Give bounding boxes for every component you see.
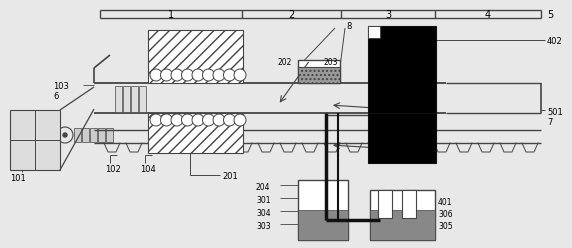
Bar: [123, 86, 130, 112]
Text: 101: 101: [10, 174, 26, 183]
Bar: [74, 128, 81, 142]
Circle shape: [202, 69, 214, 81]
Text: 304: 304: [256, 209, 271, 218]
Bar: [370, 190, 435, 240]
Text: 204: 204: [256, 183, 271, 192]
Bar: [90, 128, 97, 142]
Circle shape: [161, 69, 173, 81]
Text: 202: 202: [277, 58, 292, 67]
Circle shape: [171, 69, 183, 81]
Text: 3: 3: [385, 10, 391, 20]
Bar: [139, 86, 146, 112]
Bar: [10, 110, 60, 170]
Circle shape: [181, 69, 193, 81]
Text: 8: 8: [346, 22, 351, 31]
Circle shape: [234, 69, 246, 81]
Text: 7: 7: [547, 118, 553, 127]
Bar: [106, 128, 113, 142]
Circle shape: [213, 114, 225, 126]
Bar: [298, 210, 348, 240]
Circle shape: [181, 114, 193, 126]
Text: 303: 303: [256, 222, 271, 231]
Text: 1: 1: [168, 10, 174, 20]
Bar: [370, 210, 435, 240]
Text: 305: 305: [438, 222, 452, 231]
Circle shape: [213, 69, 225, 81]
Bar: [368, 26, 436, 113]
Text: 5: 5: [547, 10, 554, 20]
Text: 501: 501: [547, 108, 563, 117]
Circle shape: [171, 114, 183, 126]
Text: 302: 302: [382, 145, 398, 154]
Bar: [148, 30, 243, 83]
Text: 6: 6: [53, 92, 58, 101]
Bar: [368, 113, 436, 163]
Text: 102: 102: [105, 165, 121, 174]
Bar: [98, 128, 105, 142]
Text: 104: 104: [140, 165, 156, 174]
Circle shape: [234, 114, 246, 126]
Circle shape: [161, 114, 173, 126]
Text: 301: 301: [256, 196, 271, 205]
Bar: [378, 190, 392, 218]
Bar: [298, 60, 340, 83]
Circle shape: [224, 69, 236, 81]
Text: 2: 2: [288, 10, 295, 20]
Text: 402: 402: [547, 37, 563, 46]
Text: 4: 4: [485, 10, 491, 20]
Bar: [148, 113, 243, 153]
Circle shape: [150, 69, 162, 81]
Bar: [298, 67, 340, 83]
Text: 201: 201: [222, 172, 238, 181]
Circle shape: [202, 114, 214, 126]
Text: 401: 401: [438, 198, 452, 207]
Circle shape: [192, 69, 204, 81]
Text: 306: 306: [438, 210, 452, 219]
Bar: [298, 180, 348, 240]
Circle shape: [63, 133, 67, 137]
Bar: [82, 128, 89, 142]
Bar: [115, 86, 122, 112]
Bar: [402, 190, 416, 218]
Text: 203: 203: [324, 58, 339, 67]
Circle shape: [192, 114, 204, 126]
Circle shape: [150, 114, 162, 126]
Bar: [131, 86, 138, 112]
Circle shape: [224, 114, 236, 126]
Text: 103: 103: [53, 82, 69, 91]
Bar: [368, 26, 380, 38]
